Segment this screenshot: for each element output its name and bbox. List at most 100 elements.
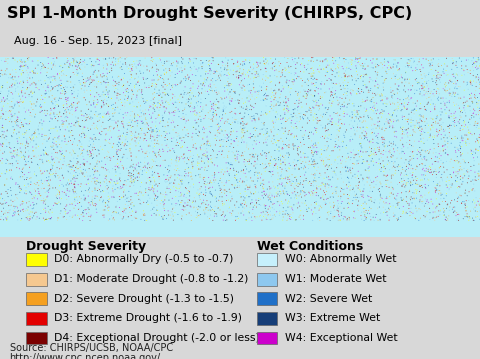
Point — [278, 180, 286, 186]
Point — [56, 179, 63, 185]
Point — [414, 120, 421, 126]
Point — [184, 134, 192, 139]
Point — [363, 125, 371, 131]
Point — [56, 192, 63, 197]
Point — [380, 199, 387, 205]
Point — [89, 155, 97, 160]
Point — [36, 157, 44, 162]
Point — [398, 198, 406, 204]
Point — [69, 91, 76, 97]
Point — [196, 186, 204, 192]
Point — [315, 69, 323, 75]
Point — [127, 176, 134, 182]
Point — [30, 194, 37, 200]
Point — [310, 159, 318, 165]
Point — [68, 201, 76, 207]
Point — [384, 172, 391, 178]
Point — [48, 206, 56, 211]
Point — [21, 162, 29, 168]
Point — [185, 56, 193, 61]
Point — [174, 115, 182, 121]
Point — [43, 118, 51, 123]
Point — [172, 201, 180, 206]
Point — [283, 180, 290, 186]
Point — [335, 73, 343, 79]
Point — [182, 120, 190, 126]
Point — [309, 104, 317, 110]
Point — [59, 172, 66, 178]
Point — [201, 164, 209, 170]
Point — [66, 121, 74, 127]
Point — [207, 190, 215, 196]
Point — [219, 63, 227, 69]
Point — [285, 160, 293, 166]
Point — [62, 107, 70, 112]
Point — [336, 151, 344, 157]
Point — [357, 168, 365, 173]
Point — [323, 64, 330, 70]
Point — [67, 159, 75, 164]
Point — [150, 186, 158, 192]
Point — [11, 111, 19, 117]
Point — [148, 138, 156, 144]
Point — [8, 174, 15, 180]
Point — [110, 141, 118, 146]
Point — [153, 202, 161, 208]
Point — [13, 80, 21, 86]
Point — [59, 124, 67, 130]
Point — [10, 153, 17, 159]
Point — [219, 112, 227, 118]
Point — [436, 202, 444, 208]
Point — [42, 216, 50, 222]
Point — [251, 139, 259, 144]
Point — [250, 125, 257, 131]
Point — [144, 143, 152, 149]
Point — [63, 59, 71, 65]
Point — [310, 141, 317, 147]
Point — [37, 70, 45, 76]
Point — [290, 107, 298, 113]
Point — [456, 105, 463, 111]
Point — [337, 209, 345, 215]
Point — [196, 196, 204, 202]
Point — [154, 77, 162, 83]
Point — [246, 69, 253, 74]
Point — [192, 94, 199, 99]
Point — [167, 190, 174, 195]
Point — [262, 165, 270, 171]
Point — [254, 154, 262, 160]
Point — [291, 180, 299, 186]
Point — [282, 168, 290, 174]
Point — [422, 125, 430, 131]
Point — [282, 66, 290, 72]
Point — [406, 213, 414, 219]
Point — [344, 205, 351, 211]
Point — [372, 211, 380, 217]
Point — [5, 161, 12, 167]
Point — [337, 103, 345, 109]
Point — [440, 66, 447, 72]
Point — [129, 117, 136, 123]
Point — [323, 109, 331, 115]
Point — [243, 129, 251, 134]
Point — [120, 166, 127, 172]
Point — [137, 62, 144, 68]
Point — [31, 130, 38, 136]
Point — [411, 177, 419, 183]
Point — [104, 110, 111, 116]
Point — [382, 206, 389, 212]
Point — [385, 112, 393, 118]
Point — [85, 185, 93, 191]
Point — [15, 129, 23, 135]
Point — [312, 76, 320, 82]
Point — [245, 161, 253, 167]
Point — [30, 205, 37, 211]
Point — [29, 102, 37, 108]
Point — [202, 113, 209, 118]
Point — [156, 56, 164, 61]
Point — [436, 75, 444, 80]
Point — [425, 177, 432, 183]
Point — [422, 185, 430, 191]
Point — [297, 160, 305, 166]
Point — [0, 160, 6, 166]
